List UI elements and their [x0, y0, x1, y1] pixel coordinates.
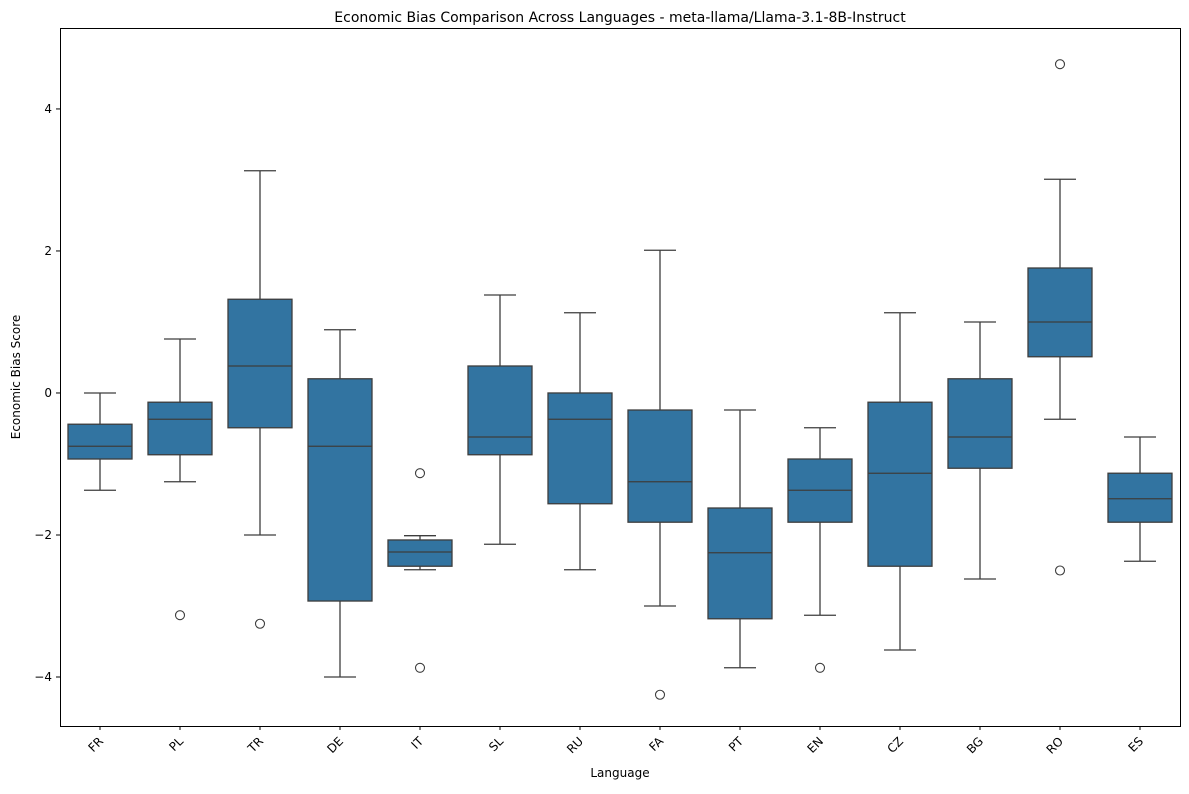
outlier-point: [1054, 565, 1066, 576]
outlier-point: [654, 689, 666, 700]
chart-title: Economic Bias Comparison Across Language…: [334, 10, 906, 26]
box-pl: [147, 401, 213, 456]
y-axis-label: Economic Bias Score: [9, 315, 23, 440]
x-tick-label-it: IT: [409, 734, 427, 752]
x-axis-label: Language: [590, 766, 649, 780]
plot-frame: [60, 28, 1181, 727]
x-tick-label-tr: TR: [244, 734, 266, 756]
x-tick-label-pl: PL: [166, 734, 186, 754]
y-tick-label: 4: [44, 102, 52, 116]
x-tick-label-sl: SL: [486, 734, 506, 754]
y-tick-label: 0: [44, 386, 52, 400]
outlier-point: [254, 618, 266, 629]
box-it: [387, 539, 453, 567]
x-tick-label-cz: CZ: [884, 734, 906, 756]
box-sl: [467, 365, 533, 456]
y-tick-label: 2: [44, 244, 52, 258]
x-tick-label-fr: FR: [85, 734, 106, 755]
box-ro: [1027, 267, 1093, 358]
x-tick-label-en: EN: [805, 734, 827, 756]
box-tr: [227, 298, 293, 429]
outlier-point: [1054, 59, 1066, 70]
box-de: [307, 378, 373, 602]
y-tick-label: −2: [34, 528, 52, 542]
x-tick-label-ro: RO: [1044, 734, 1066, 756]
x-tick-label-bg: BG: [964, 734, 986, 756]
x-tick-label-pt: PT: [726, 734, 747, 755]
box-ru: [547, 392, 613, 505]
x-tick-label-fa: FA: [646, 734, 666, 754]
x-tick-label-ru: RU: [564, 734, 586, 756]
box-pt: [707, 507, 773, 620]
box-fa: [627, 409, 693, 523]
box-bg: [947, 378, 1013, 469]
outlier-point: [814, 662, 826, 673]
outlier-point: [174, 610, 186, 621]
box-es: [1107, 472, 1173, 523]
outlier-point: [414, 662, 426, 673]
outlier-point: [414, 468, 426, 479]
box-fr: [67, 423, 133, 460]
y-tick-label: −4: [34, 670, 52, 684]
x-tick-label-de: DE: [324, 734, 346, 756]
x-tick-label-es: ES: [1125, 734, 1146, 755]
box-cz: [867, 401, 933, 567]
